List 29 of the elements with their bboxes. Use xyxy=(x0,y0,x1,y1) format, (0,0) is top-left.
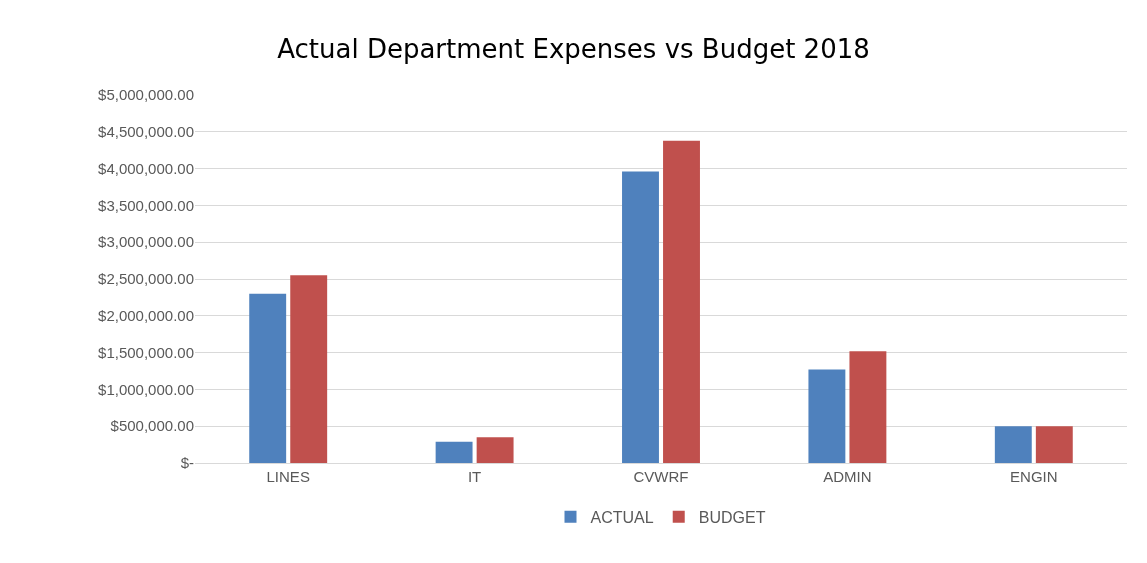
x-tick-label: CVWRF xyxy=(633,468,689,485)
bar xyxy=(476,437,514,463)
x-tick-label: ENGIN xyxy=(1010,468,1058,485)
bar xyxy=(663,140,700,463)
bar xyxy=(808,369,846,463)
y-tick-label: $3,000,000.00 xyxy=(98,233,194,251)
legend-label: BUDGET xyxy=(698,508,766,526)
y-tick-label: $3,500,000.00 xyxy=(98,196,194,214)
y-tick-label: $- xyxy=(180,454,194,472)
y-tick-label: $1,500,000.00 xyxy=(98,343,194,361)
bar xyxy=(994,426,1032,463)
y-tick-label: $500,000.00 xyxy=(110,417,194,435)
y-tick-label: $1,000,000.00 xyxy=(98,380,194,398)
bar xyxy=(290,275,328,463)
bar xyxy=(1035,426,1073,463)
legend-label: ACTUAL xyxy=(590,508,654,526)
bar xyxy=(849,351,887,463)
bar xyxy=(249,293,287,463)
bar xyxy=(622,171,659,463)
y-tick-label: $2,000,000.00 xyxy=(98,307,194,325)
x-tick-label: LINES xyxy=(266,468,310,485)
y-tick-label: $2,500,000.00 xyxy=(98,270,194,288)
y-tick-label: $4,500,000.00 xyxy=(98,123,194,141)
y-tick-label: $5,000,000.00 xyxy=(98,86,194,104)
x-tick-label: ADMIN xyxy=(823,468,872,485)
bar xyxy=(435,441,473,463)
x-tick-label: IT xyxy=(467,468,482,485)
y-tick-label: $4,000,000.00 xyxy=(98,159,194,177)
chart-title: Actual Department Expenses vs Budget 2018 xyxy=(277,33,870,64)
